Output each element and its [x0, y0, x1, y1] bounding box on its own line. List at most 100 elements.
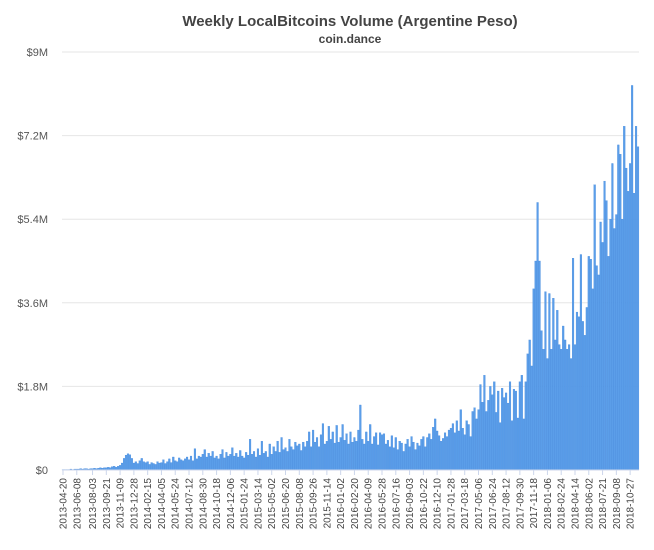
bar: [487, 400, 490, 471]
bar: [146, 461, 149, 471]
bar: [239, 450, 242, 471]
bar: [308, 431, 311, 471]
x-tick-label: 2018-10-27: [626, 478, 637, 530]
x-tick-label: 2015-08-08: [295, 478, 306, 530]
y-tick-label: $0: [36, 465, 48, 477]
bar: [451, 423, 454, 471]
bar: [477, 409, 480, 471]
bar: [625, 167, 628, 471]
bar: [469, 436, 472, 471]
bar: [430, 439, 433, 471]
bar: [524, 381, 527, 471]
x-tick-label: 2014-10-18: [212, 478, 223, 530]
bar: [471, 411, 474, 471]
bar: [611, 163, 614, 471]
bar: [164, 463, 167, 471]
bar: [432, 427, 435, 471]
bar: [126, 453, 130, 471]
bar: [481, 402, 484, 471]
bar: [475, 418, 478, 471]
bar: [514, 390, 517, 471]
bar: [268, 443, 271, 471]
bar: [635, 126, 638, 471]
bar: [284, 447, 287, 471]
x-tick-label: 2016-02-20: [350, 478, 361, 530]
bar: [445, 436, 449, 471]
bar: [528, 339, 531, 471]
bar: [199, 456, 202, 471]
bar: [621, 219, 624, 471]
bar: [312, 429, 315, 471]
bar: [122, 458, 126, 471]
bar: [428, 433, 431, 471]
bar: [392, 447, 395, 471]
bar: [382, 433, 386, 471]
bar: [467, 424, 470, 471]
bar: [550, 349, 553, 471]
bar: [589, 258, 592, 471]
bar: [182, 460, 185, 471]
x-tick-label: 2017-06-24: [488, 478, 499, 530]
bar: [195, 458, 198, 471]
bar: [341, 424, 344, 471]
bar: [398, 441, 401, 471]
x-tick-label: 2018-06-02: [584, 478, 595, 530]
bar: [619, 154, 622, 471]
bar: [339, 437, 342, 471]
x-tick-label: 2014-08-30: [198, 478, 209, 530]
bar: [187, 459, 191, 471]
bar: [128, 454, 131, 471]
x-tick-label: 2015-06-20: [281, 478, 292, 530]
bar: [593, 184, 596, 471]
bar: [353, 437, 356, 471]
bar: [321, 423, 324, 471]
bar: [363, 443, 366, 471]
bar: [335, 425, 338, 471]
bar: [623, 126, 626, 471]
bar: [266, 456, 269, 471]
bar: [617, 144, 620, 471]
bar: [237, 456, 240, 471]
bar: [510, 420, 514, 471]
bar: [288, 439, 291, 471]
x-tick-label: 2014-04-05: [157, 478, 168, 530]
bar: [384, 443, 387, 471]
bar: [483, 375, 486, 471]
x-tick-label: 2017-11-18: [529, 478, 540, 529]
bar: [394, 437, 397, 471]
bar: [349, 431, 352, 471]
bar: [276, 441, 279, 471]
bar: [290, 446, 293, 471]
bar: [400, 442, 403, 471]
bar: [144, 462, 147, 471]
x-tick-label: 2018-09-08: [612, 478, 623, 530]
x-tick-label: 2017-09-30: [515, 478, 526, 530]
bar: [585, 307, 588, 471]
bar: [264, 451, 267, 471]
bar: [408, 446, 411, 471]
bar: [560, 349, 563, 471]
bar: [562, 325, 565, 471]
bar: [282, 449, 285, 471]
x-tick-label: 2016-01-02: [336, 478, 347, 530]
bar: [235, 453, 238, 471]
x-tick-label: 2016-12-10: [433, 478, 444, 530]
bar: [319, 434, 322, 471]
bar: [579, 254, 582, 471]
bar: [379, 432, 382, 471]
bar: [310, 446, 313, 471]
bar: [229, 454, 232, 471]
x-tick-label: 2017-05-06: [474, 478, 485, 530]
bar: [154, 464, 157, 471]
bar: [247, 454, 250, 471]
bar: [512, 389, 515, 471]
x-tick-label: 2017-01-28: [446, 478, 457, 530]
bar: [170, 462, 173, 471]
bar: [546, 358, 549, 471]
y-tick-label: $9M: [27, 47, 48, 59]
x-tick-label: 2013-06-08: [72, 478, 83, 530]
bar: [380, 434, 384, 471]
bar: [278, 452, 281, 471]
bar: [438, 435, 441, 471]
bar: [315, 437, 319, 471]
